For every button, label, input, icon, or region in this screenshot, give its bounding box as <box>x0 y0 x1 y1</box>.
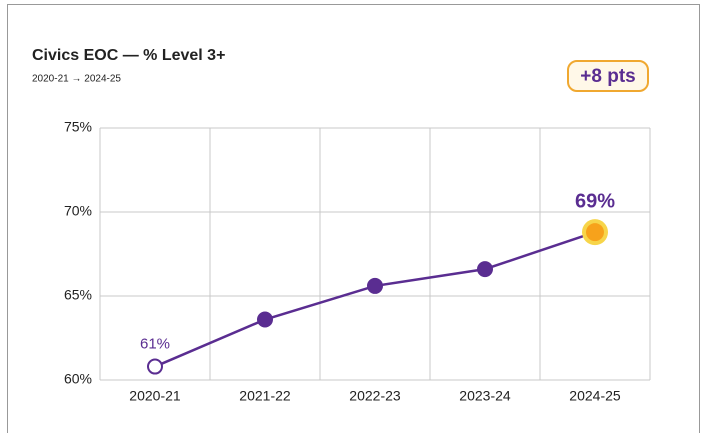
value-label: 69% <box>575 190 615 212</box>
value-label: 61% <box>140 336 170 353</box>
x-tick-label: 2021-22 <box>239 388 291 404</box>
chart-subtitle: 2020-21 → 2024-25 <box>32 74 121 85</box>
chart-title: Civics EOC — % Level 3+ <box>32 47 225 64</box>
y-tick-label: 60% <box>64 371 92 387</box>
point <box>586 223 604 242</box>
point <box>477 261 493 278</box>
badge-text: +8 pts <box>580 66 635 87</box>
point <box>367 277 383 294</box>
x-tick-label: 2023-24 <box>459 388 511 404</box>
y-tick-label: 65% <box>64 287 92 303</box>
badge <box>567 60 649 92</box>
y-tick-label: 70% <box>64 203 92 219</box>
x-tick-label: 2024-25 <box>569 388 621 404</box>
x-tick-label: 2022-23 <box>349 388 401 404</box>
point <box>257 311 273 328</box>
point <box>147 358 163 375</box>
x-tick-label: 2020-21 <box>129 388 181 404</box>
y-tick-label: 75% <box>64 119 92 135</box>
